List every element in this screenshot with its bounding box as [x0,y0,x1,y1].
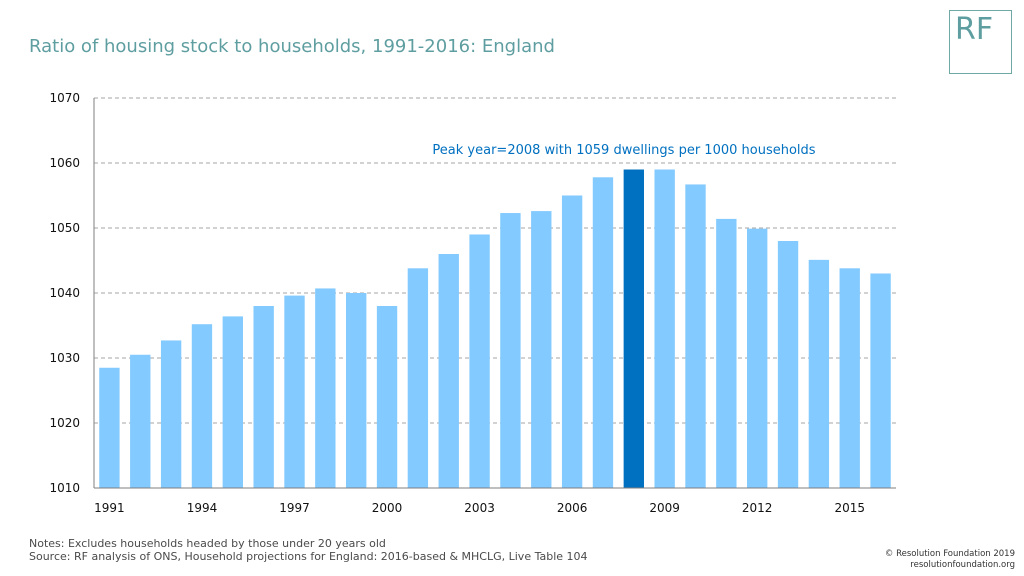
y-axis-tick-labels: 1010 1020 1030 1040 1050 1060 1070 [49,91,80,495]
bar-1991 [99,367,120,488]
bar-1992 [130,354,151,488]
axes [93,98,896,489]
y-tick-label-1040: 1040 [49,286,80,300]
x-tick-label-1991: 1991 [94,501,125,515]
y-tick-label-1010: 1010 [49,481,80,495]
x-axis-tick-labels: 1991 1994 1997 2000 2003 2006 2009 2012 2015 [94,501,865,515]
bar-2002 [438,254,459,488]
bars [99,169,891,489]
bar-1999 [346,293,367,488]
bar-2010 [685,184,706,488]
bar-2000 [376,306,398,488]
bar-2011 [716,218,737,488]
bar-1998 [315,288,336,488]
bar-2005 [531,211,552,488]
bar-1993 [160,340,182,488]
x-tick-label-1994: 1994 [187,501,218,515]
bar-2003 [469,234,490,488]
bar-2001 [407,268,429,488]
bar-2004 [500,213,521,489]
bar-2016 [870,273,891,488]
x-tick-label-2015: 2015 [834,501,865,515]
bar-2012 [747,228,768,488]
bar-1995 [222,316,243,488]
y-tick-label-1020: 1020 [49,416,80,430]
y-tick-label-1030: 1030 [49,351,80,365]
bar-2013 [777,241,799,488]
bar-2014 [808,259,830,488]
x-tick-label-2003: 2003 [464,501,495,515]
bar-2015 [839,268,860,488]
website-text: resolutionfoundation.org [910,560,1015,570]
y-tick-label-1060: 1060 [49,156,80,170]
bar-2006 [561,195,583,488]
y-tick-label-1050: 1050 [49,221,80,235]
bar-2009 [654,169,675,488]
bar-2007 [592,177,614,489]
x-tick-label-2006: 2006 [557,501,588,515]
x-tick-label-1997: 1997 [279,501,310,515]
x-tick-label-2000: 2000 [372,501,403,515]
peak-annotation: Peak year=2008 with 1059 dwellings per 1… [432,143,815,158]
notes-text: Notes: Excludes households headed by tho… [29,537,386,550]
rf-logo: RF [949,10,1012,74]
bar-1994 [191,324,213,488]
x-tick-label-2012: 2012 [742,501,773,515]
bar-2008 [623,169,644,488]
copyright-block: © Resolution Foundation 2019 resolutionf… [885,549,1015,571]
footnotes: Notes: Excludes households headed by tho… [29,537,588,563]
bar-1997 [284,295,305,488]
chart-title: Ratio of housing stock to households, 19… [29,36,555,57]
y-tick-label-1070: 1070 [49,91,80,105]
source-text: Source: RF analysis of ONS, Household pr… [29,550,588,563]
bar-1996 [253,306,274,488]
x-tick-label-2009: 2009 [649,501,680,515]
copyright-text: © Resolution Foundation 2019 [884,549,1015,559]
